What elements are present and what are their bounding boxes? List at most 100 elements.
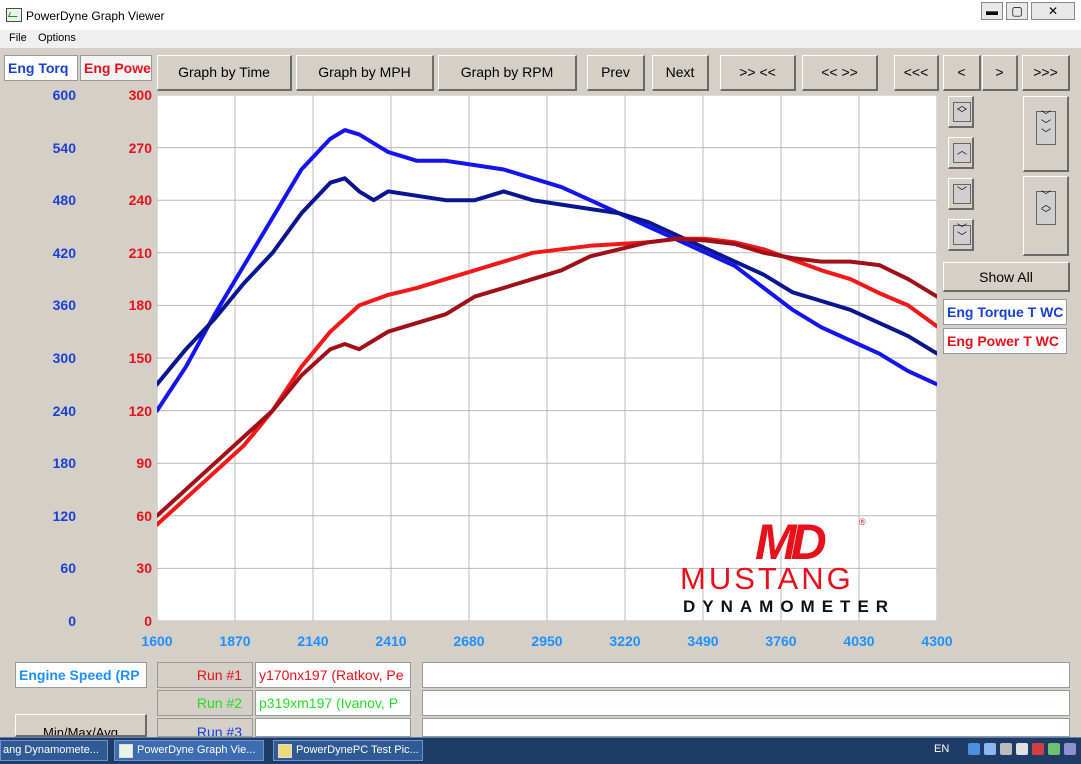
x-tick-label: 3490 xyxy=(687,633,719,649)
x-tick-label: 3220 xyxy=(609,633,641,649)
y-left-tick-label: 240 xyxy=(52,402,76,419)
zoom-y-collapse-button[interactable]: ﹀ ﹀ xyxy=(948,219,974,251)
minimize-button[interactable]: ▬ xyxy=(981,2,1003,20)
run1-label: Run #1 xyxy=(157,662,253,688)
y-left-tick-label: 60 xyxy=(60,560,76,577)
prev-button[interactable]: Prev xyxy=(587,55,645,91)
y-left-tick-label: 0 xyxy=(68,613,76,629)
y-right-tick-label: 210 xyxy=(128,244,152,261)
taskbar-item-mustang[interactable]: ang Dynamomete... xyxy=(0,740,108,761)
plot-area: MD ® MUSTANG DYNAMOMETER xyxy=(157,95,937,621)
last-button[interactable]: >>> xyxy=(1022,55,1070,91)
expand-vertical-icon: ︿ ﹀ xyxy=(953,102,971,122)
x-tick-label: 2410 xyxy=(375,633,407,649)
legend-eng-torque[interactable]: Eng Torque T WC xyxy=(943,299,1067,325)
logo-monogram: MD xyxy=(755,514,827,570)
mustang-logo: MD ® MUSTANG DYNAMOMETER xyxy=(677,514,937,621)
graph-by-time-button[interactable]: Graph by Time xyxy=(157,55,292,91)
tab-eng-power[interactable]: Eng Powe xyxy=(80,55,152,81)
scroll-down-button[interactable]: ﹀ xyxy=(948,178,974,210)
y-right-tick-label: 240 xyxy=(128,192,152,209)
scroll-up-button[interactable]: ︿ xyxy=(948,137,974,169)
run3-details xyxy=(422,718,1070,737)
run2-details xyxy=(422,690,1070,716)
run2-name[interactable]: p319xm197 (Ivanov, P xyxy=(255,690,411,716)
y-right-tick-label: 300 xyxy=(128,87,152,103)
logo-registered-mark: ® xyxy=(859,517,866,527)
y-left-tick-label: 300 xyxy=(52,350,76,366)
x-tick-label: 2140 xyxy=(297,633,329,649)
y-right-tick-label: 60 xyxy=(136,507,152,524)
run3-name[interactable] xyxy=(255,718,411,737)
security-icon[interactable] xyxy=(1032,743,1044,755)
zoom-in-button[interactable]: >> << xyxy=(720,55,796,91)
collapse-vertical-icon: ﹀ ﹀ xyxy=(953,225,971,245)
series-line-2 xyxy=(157,176,937,387)
next-button[interactable]: Next xyxy=(652,55,709,91)
y-left-tick-label: 180 xyxy=(52,455,76,472)
run1-details xyxy=(422,662,1070,688)
y-left-tick-label: 540 xyxy=(52,139,76,156)
double-chevron-updown-icon: ﹀ ︿ ﹀ xyxy=(1036,191,1056,225)
x-tick-label: 4300 xyxy=(921,633,953,649)
y-left-tick-label: 480 xyxy=(52,192,76,209)
menu-options[interactable]: Options xyxy=(38,32,76,44)
network-icon[interactable] xyxy=(968,743,980,755)
taskbar-item-graph-viewer[interactable]: PowerDyne Graph Vie... xyxy=(114,740,264,761)
zoom-out-button[interactable]: << >> xyxy=(802,55,878,91)
zoom-y-expand-button[interactable]: ︿ ﹀ xyxy=(948,96,974,128)
graph-by-rpm-button[interactable]: Graph by RPM xyxy=(438,55,577,91)
show-all-button[interactable]: Show All xyxy=(943,262,1070,292)
x-tick-label: 4030 xyxy=(843,633,875,649)
y-left-tick-label: 360 xyxy=(52,297,76,314)
x-tick-label: 1870 xyxy=(219,633,251,649)
y-right-tick-label: 270 xyxy=(128,139,152,156)
folder-icon xyxy=(278,744,292,758)
monitor-icon[interactable] xyxy=(984,743,996,755)
series-line-4 xyxy=(157,236,937,518)
min-max-avg-button[interactable]: Min/Max/Avg xyxy=(15,714,147,737)
step-back-button[interactable]: < xyxy=(943,55,981,91)
legend-eng-power[interactable]: Eng Power T WC xyxy=(943,328,1067,354)
y-right-tick-label: 90 xyxy=(136,455,152,472)
logo-word-dynamometer: DYNAMOMETER xyxy=(683,597,896,616)
update-icon[interactable] xyxy=(1048,743,1060,755)
tab-eng-torque[interactable]: Eng Torq xyxy=(4,55,78,81)
menu-file[interactable]: File xyxy=(9,32,27,44)
app-icon xyxy=(6,8,22,22)
run3-label: Run #3 xyxy=(157,718,253,737)
x-tick-label: 2680 xyxy=(453,633,485,649)
zoom-y2-expand-button[interactable]: ﹀ ︿ ﹀ xyxy=(1023,176,1069,256)
x-tick-label: 2950 xyxy=(531,633,563,649)
series-line-1 xyxy=(157,128,937,413)
x-channel-field[interactable]: Engine Speed (RP xyxy=(15,662,147,688)
taskbar-item-test-pic[interactable]: PowerDynePC Test Pic... xyxy=(273,740,423,761)
clock-icon[interactable] xyxy=(1064,743,1076,755)
y-right-tick-label: 150 xyxy=(128,350,152,366)
close-button[interactable]: ✕ xyxy=(1031,2,1075,20)
y-right-tick-label: 120 xyxy=(128,402,152,419)
step-forward-button[interactable]: > xyxy=(982,55,1018,91)
chevron-down-icon: ﹀ xyxy=(953,184,971,204)
taskbar: ang Dynamomete... PowerDyne Graph Vie...… xyxy=(0,737,1081,764)
title-bar: PowerDyne Graph Viewer ▬ ▢ ✕ xyxy=(0,0,1081,31)
y-right-tick-label: 0 xyxy=(144,613,152,629)
x-tick-label: 3760 xyxy=(765,633,797,649)
y-left-tick-label: 600 xyxy=(52,87,76,103)
language-indicator[interactable]: EN xyxy=(934,743,950,755)
graph-by-mph-button[interactable]: Graph by MPH xyxy=(296,55,434,91)
zoom-y2-collapse-button[interactable]: ﹀ ﹀ ﹀ xyxy=(1023,96,1069,172)
usb-icon[interactable] xyxy=(1000,743,1012,755)
y-left-tick-label: 420 xyxy=(52,244,76,261)
window-title: PowerDyne Graph Viewer xyxy=(26,9,165,23)
maximize-button[interactable]: ▢ xyxy=(1006,2,1028,20)
taskbar-item-test-pic-label: PowerDynePC Test Pic... xyxy=(296,744,419,756)
chart-svg xyxy=(157,95,937,621)
run1-name[interactable]: y170nx197 (Ratkov, Pe xyxy=(255,662,411,688)
first-button[interactable]: <<< xyxy=(894,55,939,91)
volume-icon[interactable] xyxy=(1016,743,1028,755)
y-left-tick-label: 120 xyxy=(52,507,76,524)
double-chevron-down-icon: ﹀ ﹀ ﹀ xyxy=(1036,111,1056,145)
logo-word-mustang: MUSTANG xyxy=(680,561,854,596)
x-tick-label: 1600 xyxy=(141,633,173,649)
